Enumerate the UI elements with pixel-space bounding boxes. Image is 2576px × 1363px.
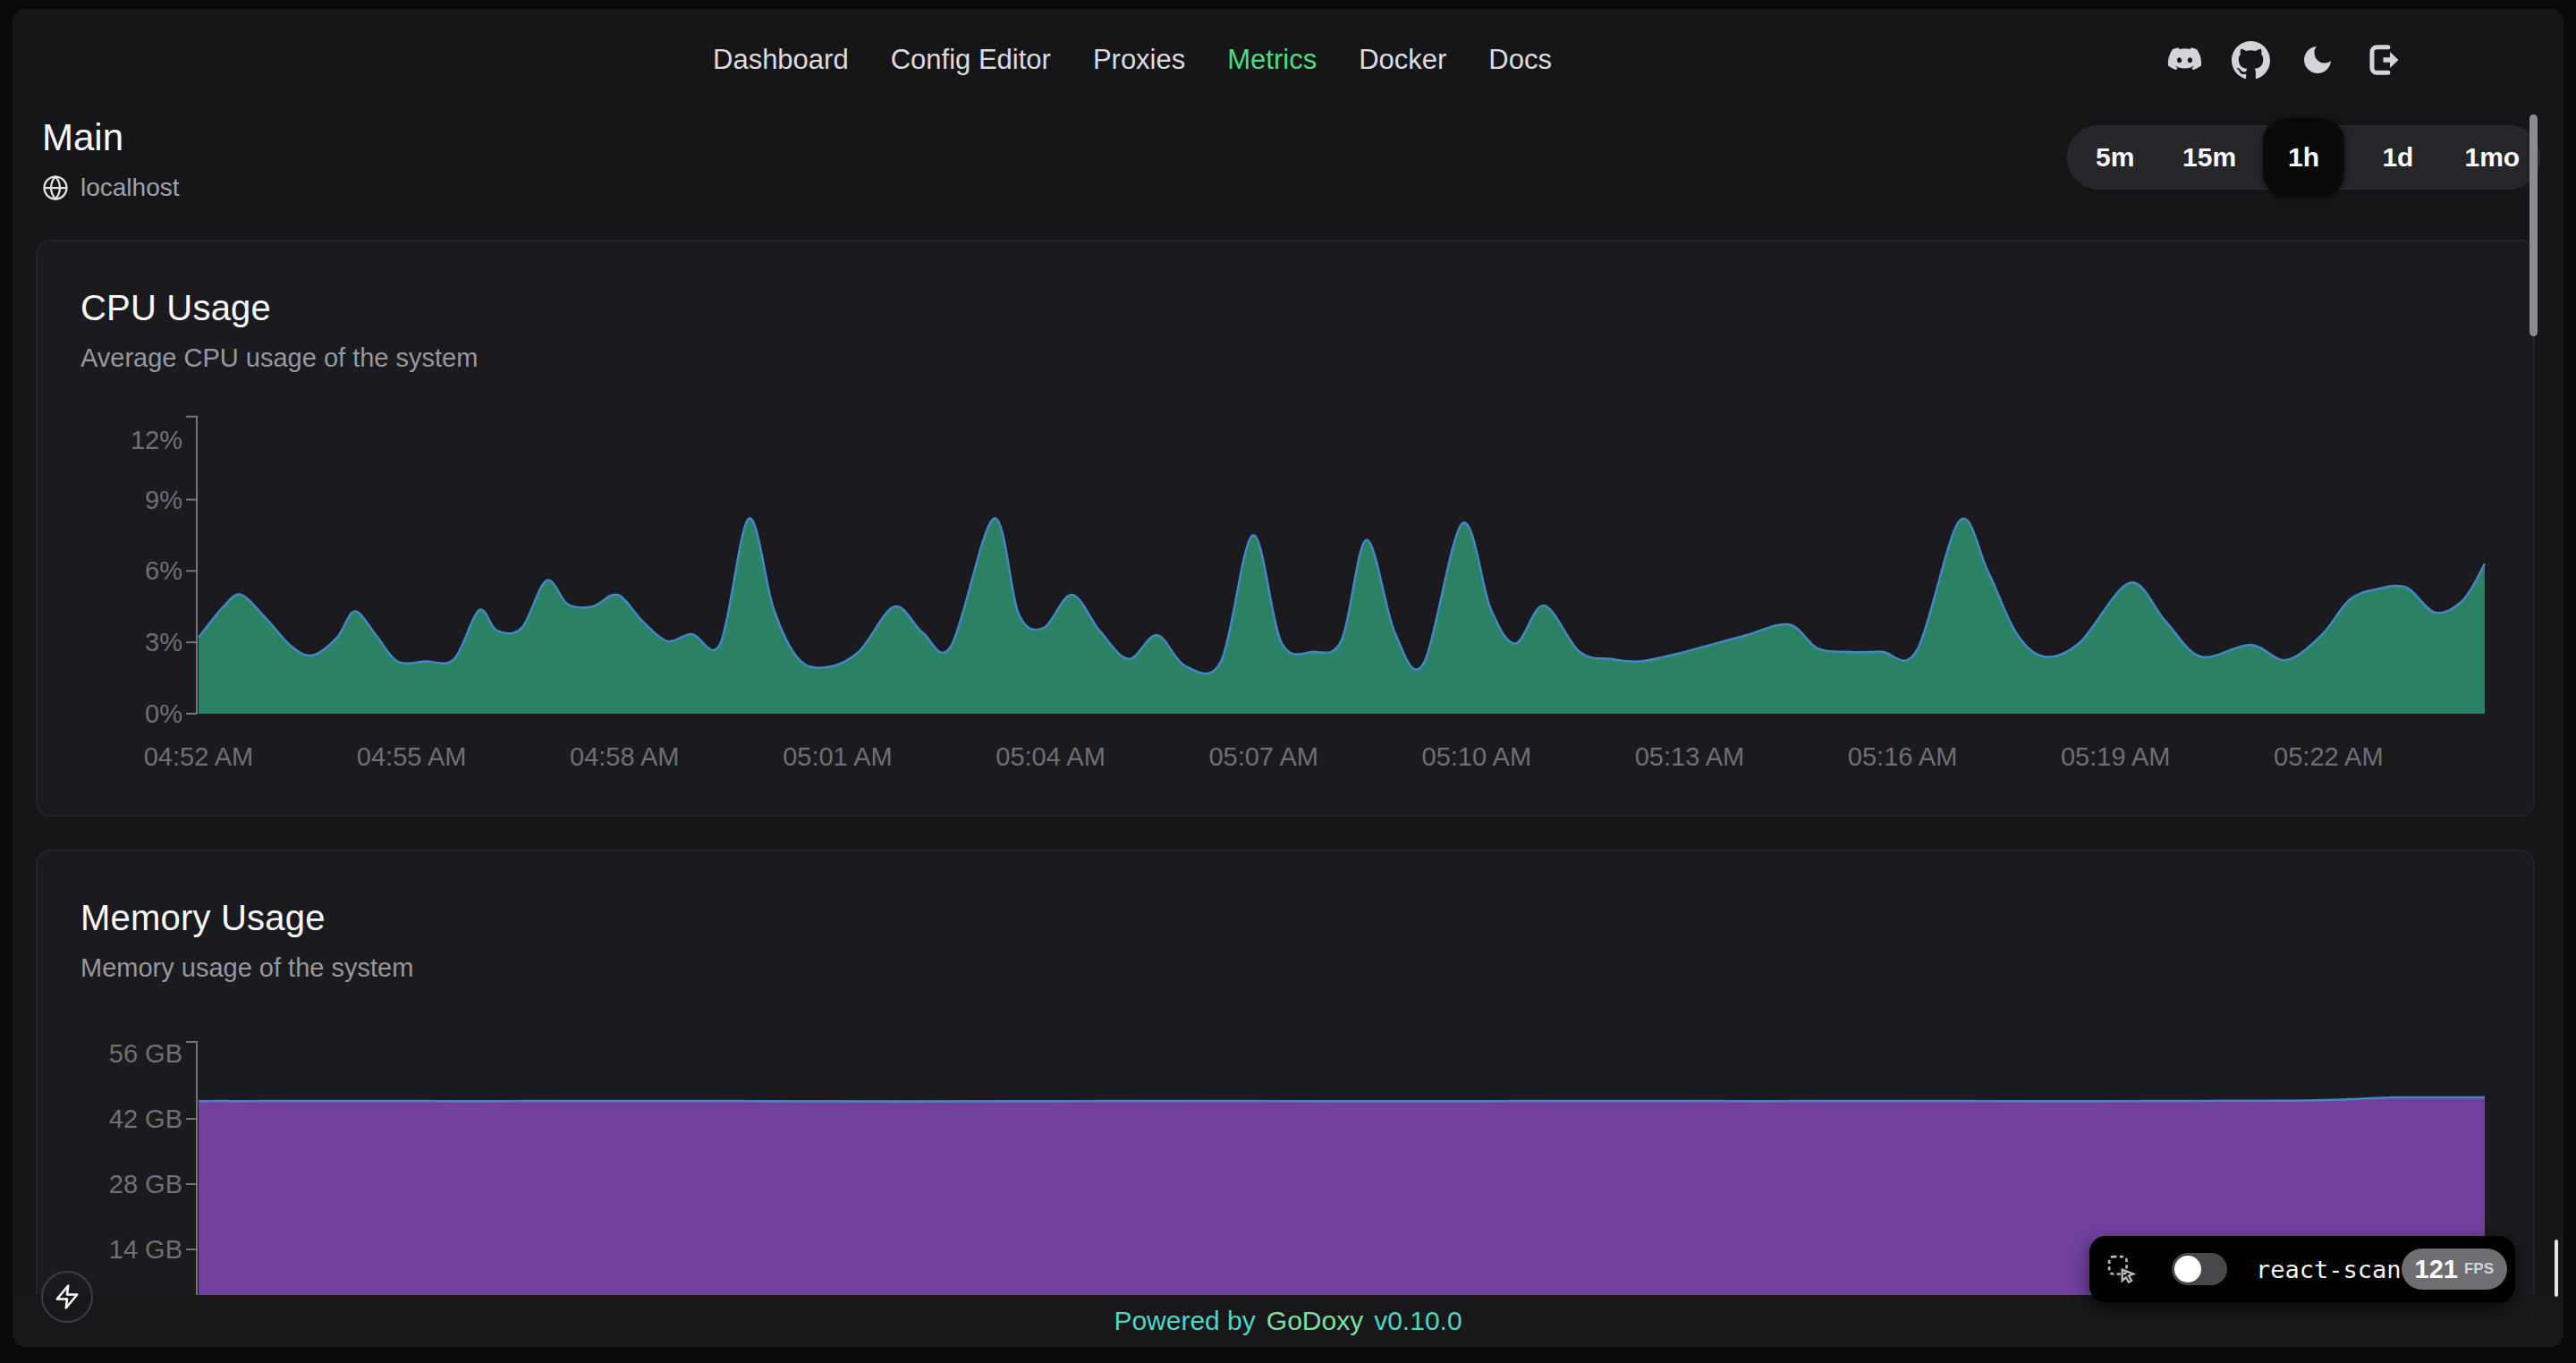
app-window: Dashboard Config Editor Proxies Metrics … [0,0,2576,1363]
svg-text:9%: 9% [145,486,182,514]
nav-icon-group [2165,41,2402,79]
time-range-1h[interactable]: 1h [2257,126,2351,189]
nav-docker[interactable]: Docker [1359,41,1446,79]
svg-text:04:58 AM: 04:58 AM [570,742,680,771]
fps-unit: FPS [2464,1260,2494,1278]
host-row: localhost [42,174,180,202]
nav-menu: Dashboard Config Editor Proxies Metrics … [713,41,1552,79]
nav-proxies[interactable]: Proxies [1093,41,1185,79]
footer: Powered by GoDoxy v0.10.0 [13,1295,2563,1347]
nav-docs[interactable]: Docs [1488,41,1552,79]
nav-config-editor[interactable]: Config Editor [891,41,1051,79]
page-title: Main [42,116,123,159]
logout-icon[interactable] [2364,41,2402,80]
react-scan-toolbar: react-scan 121 FPS [2089,1236,2515,1302]
inspect-icon[interactable] [2106,1253,2138,1285]
svg-text:28 GB: 28 GB [109,1170,182,1198]
svg-text:05:04 AM: 05:04 AM [996,742,1106,771]
svg-text:56 GB: 56 GB [109,1039,182,1068]
theme-toggle-moon-icon[interactable] [2298,41,2336,80]
toggle-knob [2174,1256,2201,1283]
fps-value: 121 [2415,1255,2458,1284]
globe-icon [42,174,69,201]
svg-text:3%: 3% [145,628,182,656]
svg-text:05:22 AM: 05:22 AM [2274,742,2384,771]
svg-text:05:07 AM: 05:07 AM [1208,742,1318,771]
react-scan-toggle[interactable] [2172,1253,2227,1285]
svg-text:05:13 AM: 05:13 AM [1635,742,1745,771]
time-range-1mo[interactable]: 1mo [2445,126,2539,189]
svg-text:12%: 12% [131,426,182,454]
fps-badge: 121 FPS [2402,1249,2507,1290]
svg-text:0%: 0% [145,699,182,728]
cpu-usage-card: CPU Usage Average CPU usage of the syste… [36,240,2535,817]
discord-icon[interactable] [2165,41,2204,80]
cpu-usage-chart: 0% 3% 6% 9% 12% 04:52 AM 04:55 AM 04:58 AM 05:01… [38,241,2533,815]
github-icon[interactable] [2232,41,2270,80]
host-label: localhost [80,174,180,202]
nav-metrics[interactable]: Metrics [1227,41,1317,79]
svg-text:6%: 6% [145,556,182,585]
lightning-icon [54,1283,80,1310]
react-scan-label: react-scan [2256,1256,2402,1283]
main-container: Dashboard Config Editor Proxies Metrics … [13,9,2563,1347]
footer-version: v0.10.0 [1374,1306,1462,1336]
scrollbar-thumb[interactable] [2529,114,2538,336]
svg-text:04:55 AM: 04:55 AM [357,742,467,771]
footer-powered-by: Powered by [1114,1306,1255,1336]
svg-text:05:19 AM: 05:19 AM [2061,742,2171,771]
svg-text:04:52 AM: 04:52 AM [144,742,254,771]
svg-text:05:01 AM: 05:01 AM [783,742,893,771]
nav-dashboard[interactable]: Dashboard [713,41,849,79]
time-range-5m[interactable]: 5m [2068,126,2162,189]
react-scan-resize-handle[interactable] [2555,1240,2558,1297]
svg-text:05:10 AM: 05:10 AM [1422,742,1532,771]
svg-text:42 GB: 42 GB [109,1105,182,1133]
footer-brand-link[interactable]: GoDoxy [1267,1306,1363,1336]
time-range-1d[interactable]: 1d [2351,126,2445,189]
quick-actions-button[interactable] [41,1271,93,1323]
time-range-selector: 5m 15m 1h 1d 1mo [2067,125,2540,190]
svg-text:14 GB: 14 GB [109,1235,182,1264]
svg-text:05:16 AM: 05:16 AM [1848,742,1958,771]
time-range-15m[interactable]: 15m [2162,126,2256,189]
